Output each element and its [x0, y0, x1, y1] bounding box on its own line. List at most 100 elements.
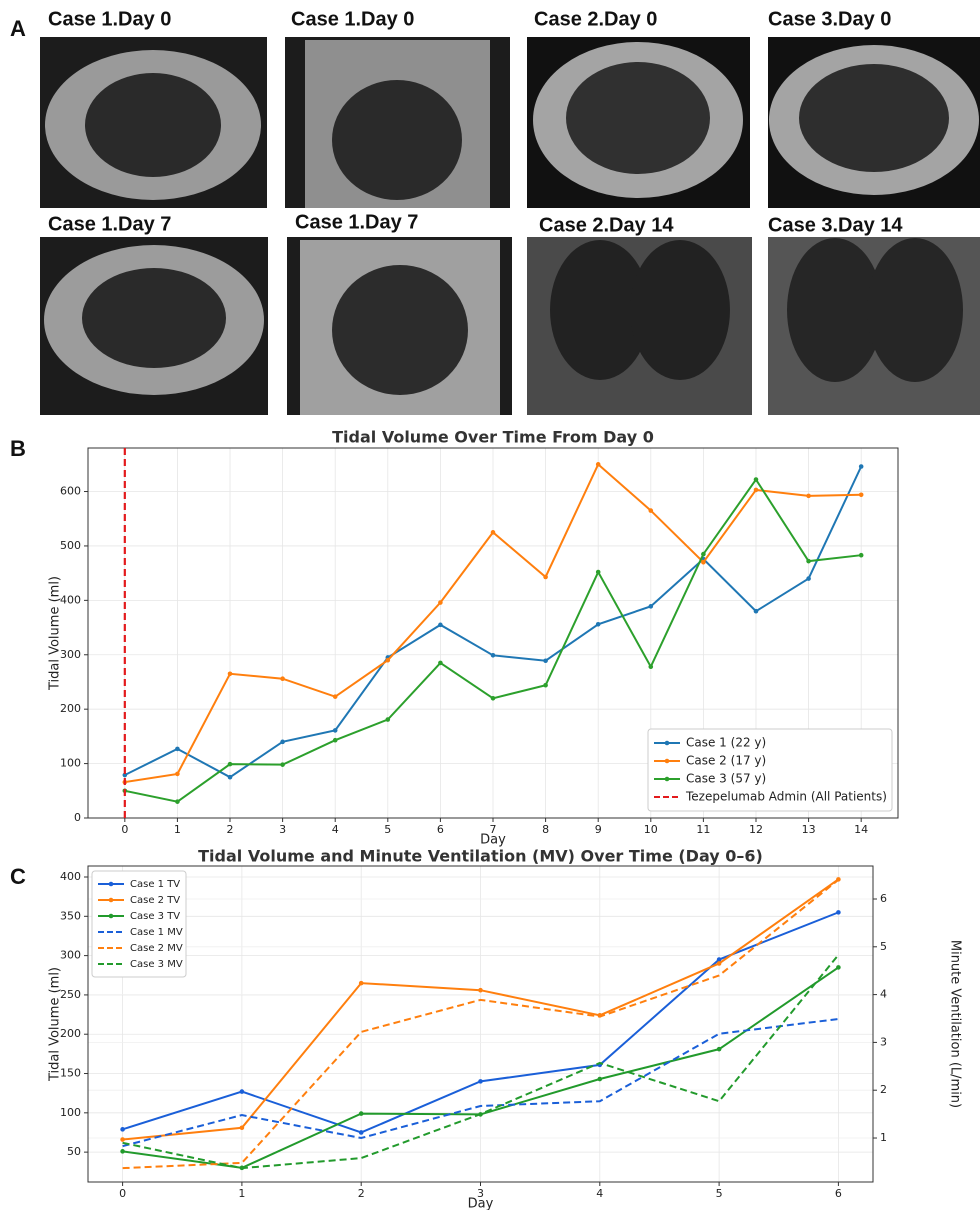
x-tick-label: 5 — [716, 1187, 723, 1200]
y-tick-label: 250 — [60, 988, 81, 1001]
data-point — [543, 683, 548, 688]
data-point — [120, 1127, 125, 1132]
x-tick-label: 9 — [595, 823, 602, 836]
legend-label: Case 3 (57 y) — [686, 772, 766, 786]
legend-label: Case 2 (17 y) — [686, 754, 766, 768]
y-tick-label: 200 — [60, 1027, 81, 1040]
data-point — [175, 799, 180, 804]
x-tick-label: 0 — [119, 1187, 126, 1200]
image-caption: Case 3.Day 14 — [768, 214, 903, 236]
ct-image — [332, 265, 468, 395]
data-point — [438, 661, 443, 666]
data-point — [386, 658, 391, 663]
data-point — [701, 552, 706, 557]
data-point — [478, 988, 483, 993]
data-point — [386, 717, 391, 722]
y-tick-label: 50 — [67, 1145, 81, 1158]
y-axis-label: Tidal Volume (ml) — [48, 576, 63, 691]
data-point — [754, 488, 759, 493]
data-point — [806, 559, 811, 564]
data-point — [120, 1149, 125, 1154]
data-point — [359, 981, 364, 986]
y2-tick-label: 3 — [880, 1035, 887, 1048]
legend-label: Case 1 TV — [130, 879, 180, 890]
x-tick-label: 13 — [802, 823, 816, 836]
x-tick-label: 10 — [644, 823, 658, 836]
y2-tick-label: 1 — [880, 1131, 887, 1144]
data-point — [438, 600, 443, 605]
y2-tick-label: 4 — [880, 988, 887, 1001]
y-tick-label: 350 — [60, 909, 81, 922]
data-point — [228, 762, 233, 767]
data-point — [648, 604, 653, 609]
data-point — [754, 609, 759, 614]
panel-label: A — [10, 16, 26, 41]
data-point — [543, 575, 548, 580]
data-point — [280, 740, 285, 745]
data-point — [717, 961, 722, 966]
data-point — [859, 464, 864, 469]
ct-image — [566, 62, 710, 174]
data-point — [175, 772, 180, 777]
x-tick-label: 2 — [227, 823, 234, 836]
image-caption: Case 1.Day 7 — [48, 213, 171, 235]
legend-label: Case 1 MV — [130, 927, 183, 938]
y2-tick-label: 5 — [880, 940, 887, 953]
legend-label: Tezepelumab Admin (All Patients) — [685, 790, 887, 804]
data-point — [280, 676, 285, 681]
page: A B C Case 1.Day 0Case 1.Day 0Case 2.Day… — [0, 0, 980, 1210]
data-point — [596, 462, 601, 467]
legend-label: Case 2 TV — [130, 895, 180, 906]
data-point — [648, 664, 653, 669]
legend-label: Case 3 MV — [130, 959, 183, 970]
x-tick-label: 5 — [384, 823, 391, 836]
y-tick-label: 200 — [60, 702, 81, 715]
y-tick-label: 400 — [60, 870, 81, 883]
y2-tick-label: 6 — [880, 892, 887, 905]
y2-tick-label: 2 — [880, 1083, 887, 1096]
panel-label: B — [10, 436, 26, 461]
ct-image — [799, 64, 949, 172]
legend-marker — [109, 914, 114, 919]
image-caption: Case 1.Day 0 — [291, 8, 414, 30]
data-point — [333, 728, 338, 733]
y-tick-label: 300 — [60, 648, 81, 661]
data-point — [359, 1130, 364, 1135]
data-point — [175, 747, 180, 752]
xray-image — [630, 240, 730, 380]
legend-label: Case 3 TV — [130, 911, 180, 922]
data-point — [596, 570, 601, 575]
data-point — [701, 560, 706, 565]
data-point — [598, 1077, 603, 1082]
x-tick-label: 1 — [238, 1187, 245, 1200]
data-point — [648, 508, 653, 513]
chart-title: Tidal Volume and Minute Ventilation (MV)… — [198, 847, 763, 866]
legend: Case 1 (22 y) Case 2 (17 y) Case 3 (57 y) T… — [648, 729, 892, 811]
data-point — [228, 775, 233, 780]
data-point — [333, 694, 338, 699]
chart-title: Tidal Volume Over Time From Day 0 — [332, 428, 654, 447]
data-point — [240, 1125, 245, 1130]
legend-marker — [665, 741, 670, 746]
y2-axis-label: Minute Ventilation (L/min) — [948, 940, 963, 1108]
legend-label: Case 1 (22 y) — [686, 736, 766, 750]
data-point — [754, 477, 759, 482]
data-point — [491, 653, 496, 658]
data-point — [491, 696, 496, 701]
data-point — [859, 492, 864, 497]
x-tick-label: 4 — [596, 1187, 603, 1200]
data-point — [333, 738, 338, 743]
x-axis-label: Day — [468, 1197, 494, 1210]
x-tick-label: 11 — [696, 823, 710, 836]
x-tick-label: 6 — [835, 1187, 842, 1200]
x-tick-label: 14 — [854, 823, 868, 836]
legend-label: Case 2 MV — [130, 943, 183, 954]
data-point — [717, 1047, 722, 1052]
y-tick-label: 150 — [60, 1067, 81, 1080]
image-caption: Case 3.Day 0 — [768, 8, 891, 30]
figure: A B C Case 1.Day 0Case 1.Day 0Case 2.Day… — [0, 0, 980, 1210]
data-point — [359, 1111, 364, 1116]
legend-marker — [665, 759, 670, 764]
y-axis-label: Tidal Volume (ml) — [48, 967, 63, 1082]
image-caption: Case 1.Day 0 — [48, 8, 171, 30]
